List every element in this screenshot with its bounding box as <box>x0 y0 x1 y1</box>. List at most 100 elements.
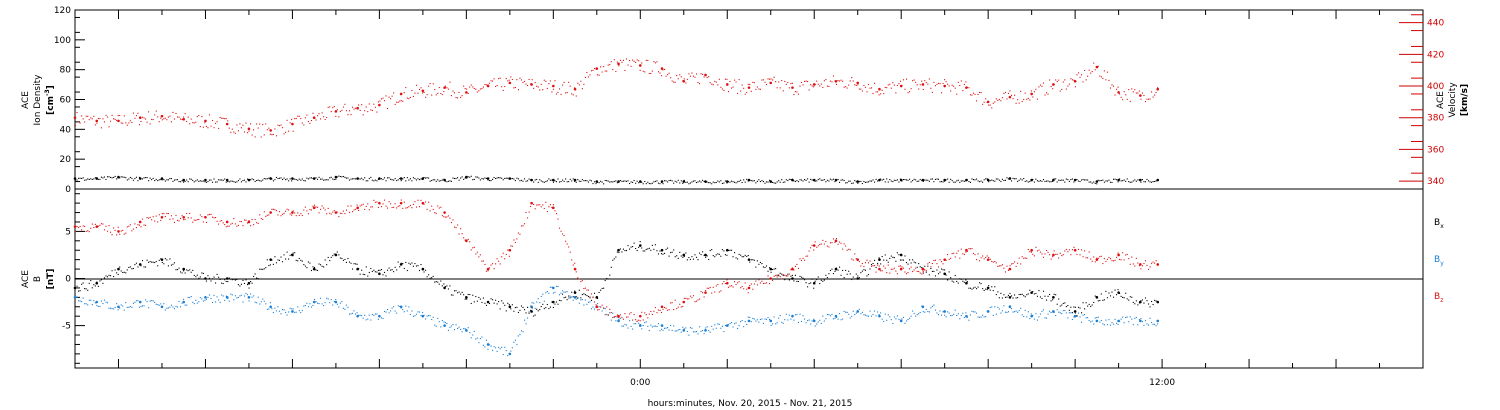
series-ion-density-sample <box>1021 179 1023 181</box>
series-velocity-sample <box>225 118 227 120</box>
series-bx-sample <box>1045 299 1048 301</box>
series-by-sample <box>1154 323 1156 325</box>
series-ion-density-sample <box>1154 180 1156 183</box>
series-by-sample <box>1134 317 1136 319</box>
series-ion-density-sample <box>231 180 233 182</box>
series-velocity-sample <box>1140 98 1142 100</box>
series-bz-sample <box>81 229 83 231</box>
series-by-sample <box>566 291 568 293</box>
series-by-sample <box>447 329 449 331</box>
series-velocity-sample <box>951 84 953 86</box>
series-bx-sample <box>466 298 468 300</box>
series-bz-sample <box>460 228 462 230</box>
series-ion-density-sample <box>825 181 827 183</box>
series-bx-point <box>117 267 120 271</box>
series-ion-density-sample <box>613 180 615 182</box>
series-by-sample <box>222 295 224 297</box>
series-bx-sample <box>968 287 970 289</box>
series-by-sample <box>455 324 457 326</box>
series-ion-density-sample <box>972 178 975 181</box>
series-velocity-sample <box>487 84 489 86</box>
series-velocity-sample <box>134 117 136 119</box>
series-bx-sample <box>1137 304 1139 306</box>
series-by-sample <box>1128 321 1130 323</box>
series-by-sample <box>499 348 501 350</box>
series-ion-density-sample <box>242 179 244 182</box>
series-ion-density-sample <box>131 177 133 179</box>
series-velocity-sample <box>957 81 959 83</box>
series-bx-sample <box>536 308 538 310</box>
series-by-sample <box>367 318 369 320</box>
series-by-sample <box>93 300 95 302</box>
series-velocity-sample <box>1012 98 1014 100</box>
series-ion-density-sample <box>1023 177 1025 180</box>
series-by-sample <box>861 311 863 313</box>
series-bz-sample <box>522 225 524 227</box>
series-bx-sample <box>498 301 500 303</box>
series-velocity-sample <box>593 67 596 70</box>
series-velocity-sample <box>256 123 258 125</box>
series-ion-density-sample <box>113 176 115 179</box>
series-bx-sample <box>420 263 422 266</box>
series-bz-sample <box>1137 262 1139 264</box>
series-bx-sample <box>137 266 139 268</box>
series-bz-sample <box>569 251 571 253</box>
series-velocity-sample <box>928 78 930 80</box>
series-by-sample <box>228 300 230 302</box>
series-velocity-sample <box>714 80 716 82</box>
series-ion-density-sample <box>657 182 660 184</box>
series-bz-point <box>747 286 751 290</box>
series-bz-sample <box>975 258 978 261</box>
series-ion-density-sample <box>306 177 308 179</box>
series-bz-sample <box>300 213 302 215</box>
series-bx-sample <box>481 301 483 304</box>
series-bx-sample <box>1053 293 1055 295</box>
series-by-sample <box>198 301 200 303</box>
series-by-sample <box>330 299 332 301</box>
series-bx-sample <box>597 297 599 300</box>
series-bx-sample <box>913 261 915 263</box>
series-velocity-sample <box>380 98 383 100</box>
series-ion-density-sample <box>275 176 277 179</box>
series-ion-density-sample <box>335 178 337 180</box>
series-velocity-sample <box>204 122 206 124</box>
series-by-sample <box>915 315 917 317</box>
series-bz-sample <box>536 204 538 206</box>
series-velocity-sample <box>397 101 399 103</box>
series-ion-density-sample <box>822 179 824 181</box>
series-bx-sample <box>603 287 605 289</box>
series-ion-density-sample <box>665 180 667 182</box>
series-by-point <box>638 324 642 327</box>
series-by-sample <box>266 308 268 310</box>
series-ion-density-sample <box>90 178 92 180</box>
series-by-point <box>182 300 186 304</box>
series-by-sample <box>586 303 588 305</box>
series-bz-sample <box>619 314 621 316</box>
series-velocity-sample <box>452 90 454 92</box>
series-bx-sample <box>966 281 968 283</box>
series-velocity-sample <box>998 98 1000 101</box>
series-bx-sample <box>379 269 381 271</box>
series-velocity-sample <box>811 85 813 87</box>
series-velocity-sample <box>1157 87 1159 89</box>
series-bz-sample <box>905 273 908 275</box>
series-bx-sample <box>566 299 568 301</box>
series-bx-sample <box>380 268 383 271</box>
series-ion-density-sample <box>485 177 488 179</box>
series-ion-density-sample <box>386 177 389 179</box>
series-bz-sample <box>236 225 238 227</box>
series-bx-sample <box>600 289 602 291</box>
series-bx-sample <box>195 276 197 278</box>
series-bz-sample <box>910 266 912 268</box>
series-velocity-sample <box>802 84 804 86</box>
series-ion-density-sample <box>1108 179 1110 181</box>
series-bz-sample <box>671 302 673 304</box>
series-ion-density-sample <box>336 176 338 178</box>
series-bx-sample <box>167 265 169 267</box>
series-by-sample <box>980 316 982 318</box>
series-bz-sample <box>615 315 617 318</box>
series-velocity-sample <box>756 86 758 88</box>
series-bz-sample <box>183 219 185 221</box>
series-ion-density-sample <box>320 178 322 180</box>
series-velocity-sample <box>414 92 416 94</box>
